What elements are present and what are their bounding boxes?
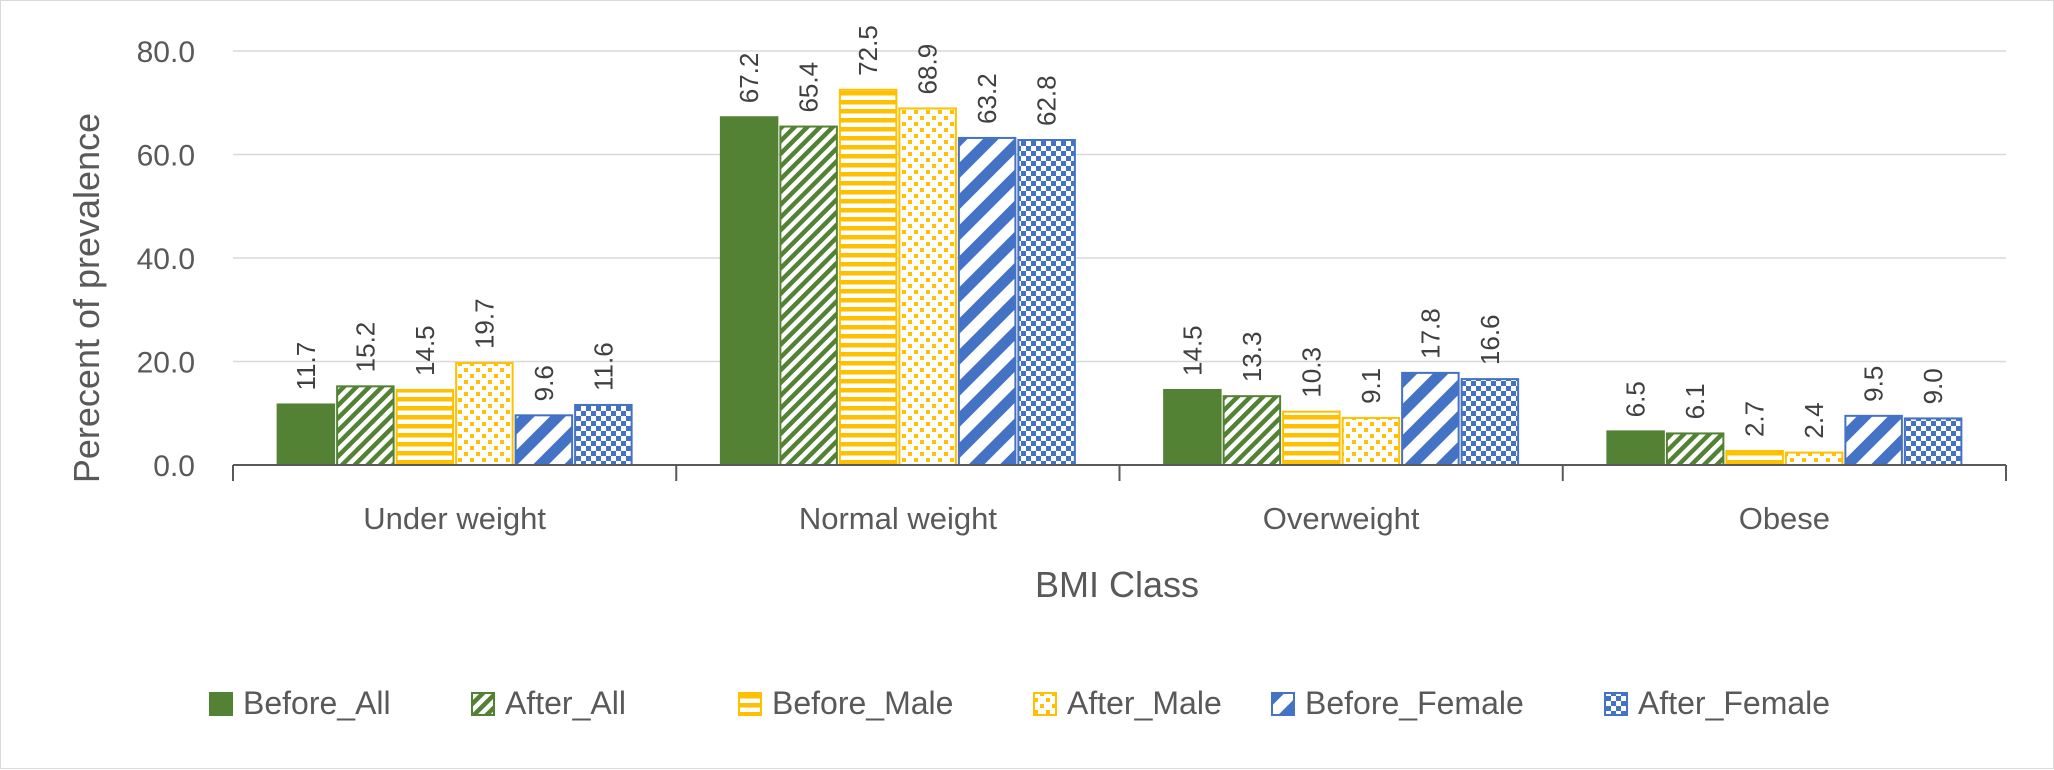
- bar-before-all-obese: [1606, 430, 1665, 466]
- data-label-before-female-under-weight: 9.6: [529, 365, 559, 401]
- data-label-after-all-normal-weight: 65.4: [794, 62, 824, 113]
- gridlines: [233, 50, 2006, 363]
- bar-after-female-normal-weight: [1017, 139, 1076, 466]
- data-label-after-male-under-weight: 19.7: [469, 298, 499, 349]
- bar-before-all-normal-weight: [719, 116, 779, 467]
- data-label-after-female-under-weight: 11.6: [588, 342, 618, 391]
- x-axis: Under weight Normal weight Overweight Obese: [232, 464, 2007, 536]
- bar-after-female-obese: [1903, 417, 1963, 466]
- bars: [276, 88, 1963, 467]
- bar-after-male-overweight: [1341, 416, 1401, 466]
- bar-after-female-overweight: [1460, 378, 1520, 466]
- y-tick-label: 80.0: [137, 36, 195, 69]
- data-label-after-all-under-weight: 15.2: [350, 322, 380, 373]
- bar-after-all-overweight: [1222, 395, 1282, 466]
- legend-swatch-before-female: [1271, 692, 1295, 716]
- legend-swatch-after-all: [471, 692, 495, 716]
- legend: Before_All After_All Before_Male After_Male…: [209, 685, 1830, 721]
- y-axis-title: Perecent of prevalence: [66, 113, 107, 483]
- bar-after-male-under-weight: [455, 362, 514, 466]
- legend-swatch-before-all: [209, 692, 233, 716]
- bar-before-female-overweight: [1401, 371, 1460, 467]
- bar-after-male-normal-weight: [898, 107, 957, 466]
- bar-after-all-obese: [1665, 432, 1725, 466]
- y-axis-ticks: 0.0 20.0 40.0 60.0 80.0: [137, 36, 195, 483]
- data-label-after-female-overweight: 16.6: [1475, 314, 1505, 365]
- bar-after-all-normal-weight: [779, 125, 838, 467]
- y-tick-label: 0.0: [153, 450, 195, 483]
- data-label-after-all-overweight: 13.3: [1237, 332, 1267, 383]
- bar-before-male-obese: [1725, 450, 1784, 466]
- data-label-before-male-under-weight: 14.5: [410, 325, 440, 376]
- data-label-after-male-obese: 2.4: [1799, 402, 1829, 438]
- y-tick-label: 60.0: [137, 140, 195, 173]
- bar-before-male-under-weight: [395, 388, 455, 466]
- data-label-after-all-obese: 6.1: [1680, 383, 1710, 419]
- data-label-after-female-obese: 9.0: [1918, 368, 1948, 404]
- bar-after-female-under-weight: [574, 403, 633, 466]
- bar-before-female-normal-weight: [957, 136, 1017, 466]
- bar-after-male-obese: [1784, 451, 1844, 466]
- bar-before-female-under-weight: [514, 414, 574, 467]
- data-label-after-male-overweight: 9.1: [1356, 368, 1386, 404]
- bar-before-male-normal-weight: [838, 88, 898, 466]
- category-label-normal-weight: Normal weight: [799, 501, 998, 536]
- category-label-obese: Obese: [1739, 501, 1830, 536]
- x-axis-title: BMI Class: [1035, 564, 1199, 605]
- data-label-before-female-normal-weight: 63.2: [972, 73, 1002, 124]
- data-label-before-all-overweight: 14.5: [1177, 325, 1207, 376]
- bar-before-female-obese: [1844, 414, 1903, 466]
- data-label-before-all-under-weight: 11.7: [291, 342, 321, 391]
- legend-label-after-male: After_Male: [1067, 685, 1222, 721]
- y-tick-label: 40.0: [137, 243, 195, 276]
- bar-before-male-overweight: [1282, 410, 1341, 467]
- bar-before-all-overweight: [1163, 388, 1222, 466]
- legend-label-before-female: Before_Female: [1305, 685, 1524, 721]
- bar-before-all-under-weight: [276, 403, 336, 467]
- data-label-before-female-obese: 9.5: [1859, 366, 1889, 402]
- data-label-before-male-obese: 2.7: [1740, 401, 1770, 437]
- data-labels: 11.7 15.2 14.5 19.7 9.6 11.6 67.2 65.4 72.5 68.9 6…: [291, 25, 1948, 438]
- legend-swatch-before-male: [738, 692, 762, 716]
- legend-swatch-after-male: [1033, 692, 1057, 716]
- data-label-after-female-normal-weight: 62.8: [1032, 75, 1062, 126]
- data-label-after-male-normal-weight: 68.9: [913, 44, 943, 95]
- legend-label-before-male: Before_Male: [772, 685, 953, 721]
- legend-label-before-all: Before_All: [243, 685, 391, 721]
- legend-label-after-all: After_All: [505, 685, 626, 721]
- data-label-before-all-normal-weight: 67.2: [734, 53, 764, 104]
- bar-after-all-under-weight: [336, 385, 395, 466]
- data-label-before-female-overweight: 17.8: [1415, 308, 1445, 359]
- data-label-before-all-obese: 6.5: [1621, 381, 1651, 417]
- category-label-overweight: Overweight: [1263, 501, 1420, 536]
- y-tick-label: 20.0: [137, 347, 195, 380]
- category-label-under-weight: Under weight: [363, 501, 546, 536]
- legend-swatch-after-female: [1604, 692, 1628, 716]
- legend-label-after-female: After_Female: [1638, 685, 1830, 721]
- data-label-before-male-overweight: 10.3: [1296, 347, 1326, 398]
- data-label-before-male-normal-weight: 72.5: [853, 25, 883, 76]
